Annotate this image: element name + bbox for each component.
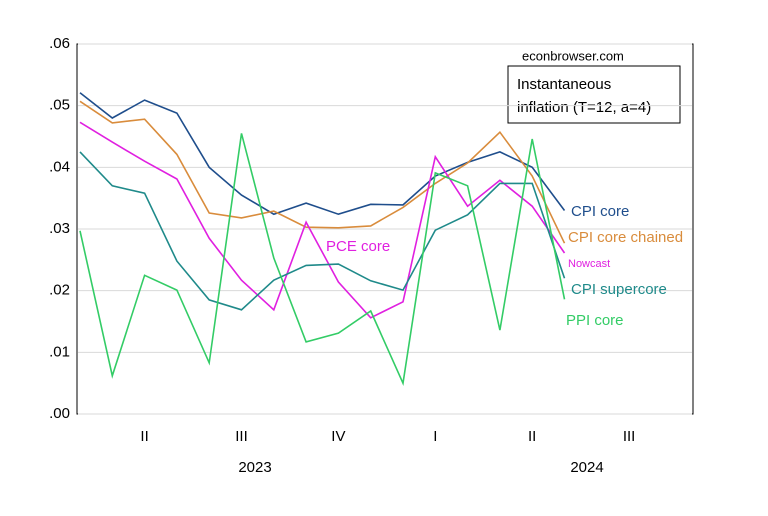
y-tick-label: .01: [49, 343, 70, 360]
series-label: CPI core chained: [568, 229, 683, 246]
series-label: PPI core: [566, 312, 624, 329]
y-tick-label: .03: [49, 220, 70, 237]
series-line: [79, 151, 566, 311]
year-label: 2024: [570, 459, 603, 476]
nowcast-label: Nowcast: [568, 258, 610, 270]
note-line: Instantaneous: [517, 76, 611, 93]
series-label: CPI core: [571, 203, 629, 220]
year-label: 2023: [238, 459, 271, 476]
source-label: econbrowser.com: [522, 48, 624, 63]
x-tick-label: II: [528, 428, 536, 445]
series-line: [79, 133, 566, 387]
y-tick-label: .05: [49, 97, 70, 114]
series-line: [79, 121, 566, 319]
x-tick-label: I: [433, 428, 437, 445]
x-tick-label: IV: [331, 428, 345, 445]
note-line: inflation (T=12, a=4): [517, 99, 651, 116]
series-label: PCE core: [326, 238, 390, 255]
note-box: [507, 65, 681, 124]
x-tick-label: II: [140, 428, 148, 445]
y-tick-label: .04: [49, 158, 70, 175]
x-tick-label: III: [235, 428, 248, 445]
y-tick-label: .02: [49, 282, 70, 299]
series-line: [79, 100, 566, 244]
series-line: [79, 92, 566, 216]
y-tick-label: .06: [49, 35, 70, 52]
x-tick-label: III: [623, 428, 636, 445]
y-tick-label: .00: [49, 405, 70, 422]
series-label: CPI supercore: [571, 281, 667, 298]
